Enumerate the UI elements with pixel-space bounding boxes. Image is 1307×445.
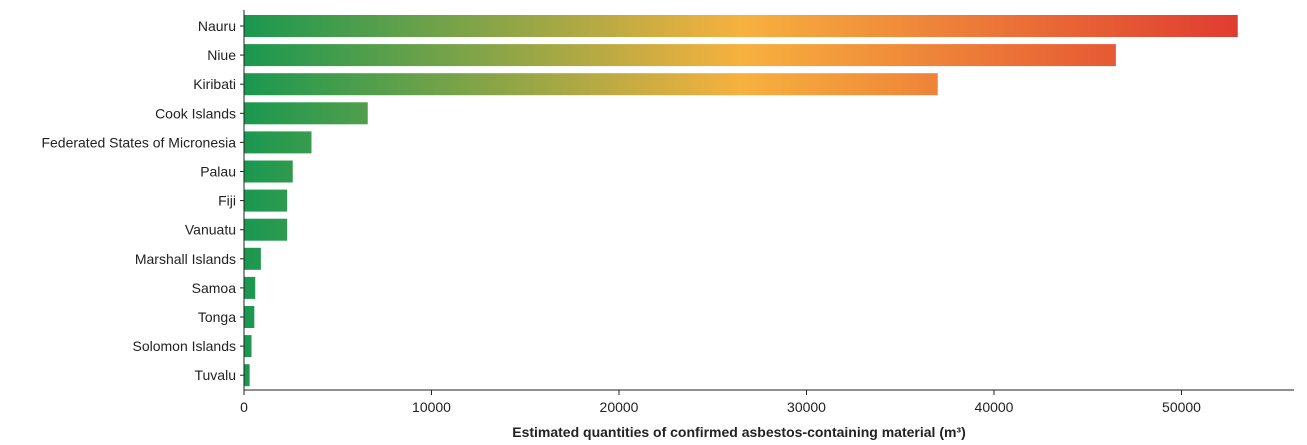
category-label: Federated States of Micronesia xyxy=(41,134,236,150)
category-label: Niue xyxy=(207,47,236,63)
category-label: Marshall Islands xyxy=(135,251,236,267)
category-label: Kiribati xyxy=(193,76,236,92)
bar-niue xyxy=(244,44,1116,67)
bar-solomon-islands xyxy=(244,335,252,358)
x-tick-label: 10000 xyxy=(412,399,451,415)
category-label: Fiji xyxy=(218,193,236,209)
bar-marshall-islands xyxy=(244,247,261,270)
x-tick-label: 0 xyxy=(240,399,248,415)
x-axis-ticks: 0 10000 20000 30000 40000 50000 xyxy=(240,390,1201,415)
category-label: Vanuatu xyxy=(185,222,236,238)
bar-tuvalu xyxy=(244,364,250,387)
bar-samoa xyxy=(244,276,256,299)
x-tick-label: 50000 xyxy=(1162,399,1201,415)
x-tick-label: 40000 xyxy=(975,399,1014,415)
category-label: Samoa xyxy=(192,280,237,296)
x-tick-label: 30000 xyxy=(787,399,826,415)
category-label: Nauru xyxy=(198,18,236,34)
bar-kiribati xyxy=(244,73,938,96)
category-label: Palau xyxy=(200,164,236,180)
bar-federated-states-of-micronesia xyxy=(244,131,312,154)
x-tick-label: 20000 xyxy=(600,399,639,415)
bar-vanuatu xyxy=(244,218,288,241)
bar-nauru xyxy=(244,15,1238,37)
x-axis-title: Estimated quantities of confirmed asbest… xyxy=(512,424,966,440)
bars-group xyxy=(244,15,1238,387)
category-label: Cook Islands xyxy=(155,105,236,121)
category-label: Tuvalu xyxy=(194,367,236,383)
category-label: Solomon Islands xyxy=(132,338,236,354)
bar-palau xyxy=(244,160,293,183)
bar-fiji xyxy=(244,189,288,212)
bar-cook-islands xyxy=(244,102,368,125)
bar-tonga xyxy=(244,306,255,328)
category-labels: Nauru Niue Kiribati Cook Islands Federated S… xyxy=(41,18,244,383)
category-label: Tonga xyxy=(198,309,236,325)
